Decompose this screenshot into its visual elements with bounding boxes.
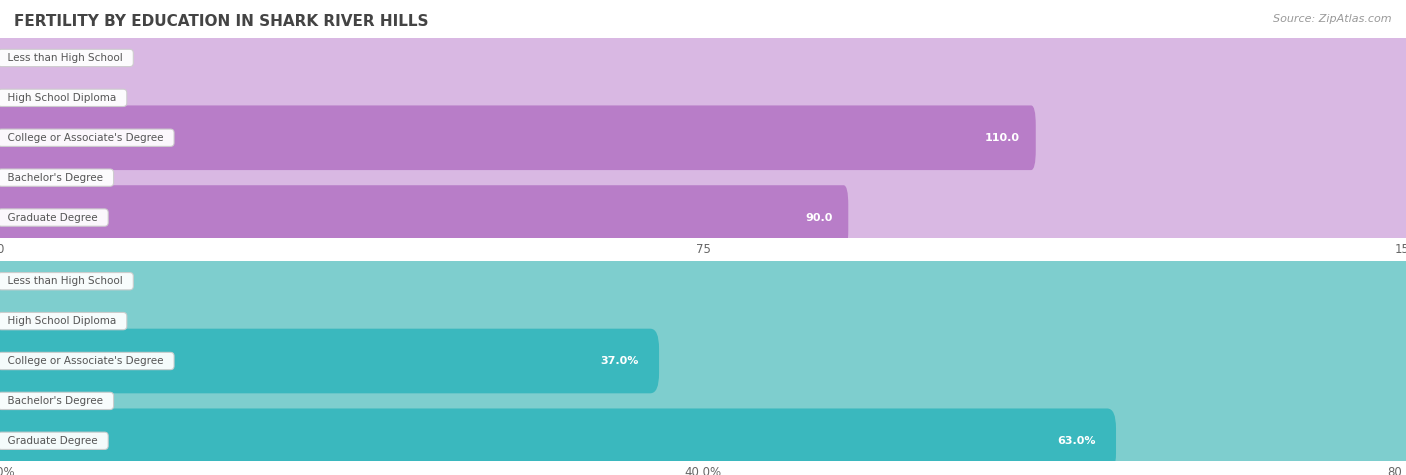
Text: Less than High School: Less than High School (1, 53, 129, 63)
Text: Less than High School: Less than High School (1, 276, 129, 286)
Text: 0.0%: 0.0% (22, 276, 53, 286)
FancyBboxPatch shape (0, 369, 1406, 433)
Text: Source: ZipAtlas.com: Source: ZipAtlas.com (1274, 14, 1392, 24)
Text: College or Associate's Degree: College or Associate's Degree (1, 356, 170, 366)
Text: 0.0: 0.0 (22, 93, 42, 103)
FancyBboxPatch shape (0, 145, 1406, 210)
Text: Graduate Degree: Graduate Degree (1, 212, 104, 223)
FancyBboxPatch shape (0, 301, 1406, 341)
Text: 90.0: 90.0 (806, 212, 832, 223)
FancyBboxPatch shape (0, 26, 1406, 90)
FancyBboxPatch shape (0, 38, 1406, 78)
FancyBboxPatch shape (0, 105, 1036, 170)
FancyBboxPatch shape (0, 249, 1406, 314)
Text: 0.0: 0.0 (22, 172, 42, 183)
FancyBboxPatch shape (0, 185, 1406, 250)
FancyBboxPatch shape (0, 261, 1406, 301)
FancyBboxPatch shape (0, 329, 659, 393)
FancyBboxPatch shape (0, 289, 1406, 353)
FancyBboxPatch shape (0, 118, 1406, 158)
FancyBboxPatch shape (0, 381, 1406, 421)
Text: Bachelor's Degree: Bachelor's Degree (1, 172, 110, 183)
FancyBboxPatch shape (0, 341, 1406, 381)
Text: High School Diploma: High School Diploma (1, 316, 124, 326)
FancyBboxPatch shape (0, 185, 848, 250)
FancyBboxPatch shape (0, 329, 1406, 393)
Text: 37.0%: 37.0% (600, 356, 638, 366)
FancyBboxPatch shape (0, 78, 1406, 118)
FancyBboxPatch shape (0, 421, 1406, 461)
Text: College or Associate's Degree: College or Associate's Degree (1, 133, 170, 143)
FancyBboxPatch shape (0, 158, 1406, 198)
Text: 110.0: 110.0 (984, 133, 1019, 143)
Text: 63.0%: 63.0% (1057, 436, 1097, 446)
Text: High School Diploma: High School Diploma (1, 93, 124, 103)
Text: Graduate Degree: Graduate Degree (1, 436, 104, 446)
Text: FERTILITY BY EDUCATION IN SHARK RIVER HILLS: FERTILITY BY EDUCATION IN SHARK RIVER HI… (14, 14, 429, 29)
FancyBboxPatch shape (0, 66, 1406, 130)
FancyBboxPatch shape (0, 198, 1406, 238)
Text: Bachelor's Degree: Bachelor's Degree (1, 396, 110, 406)
Text: 0.0%: 0.0% (22, 316, 53, 326)
FancyBboxPatch shape (0, 408, 1116, 473)
Text: 0.0%: 0.0% (22, 396, 53, 406)
Text: 0.0: 0.0 (22, 53, 42, 63)
FancyBboxPatch shape (0, 408, 1406, 473)
FancyBboxPatch shape (0, 105, 1406, 170)
